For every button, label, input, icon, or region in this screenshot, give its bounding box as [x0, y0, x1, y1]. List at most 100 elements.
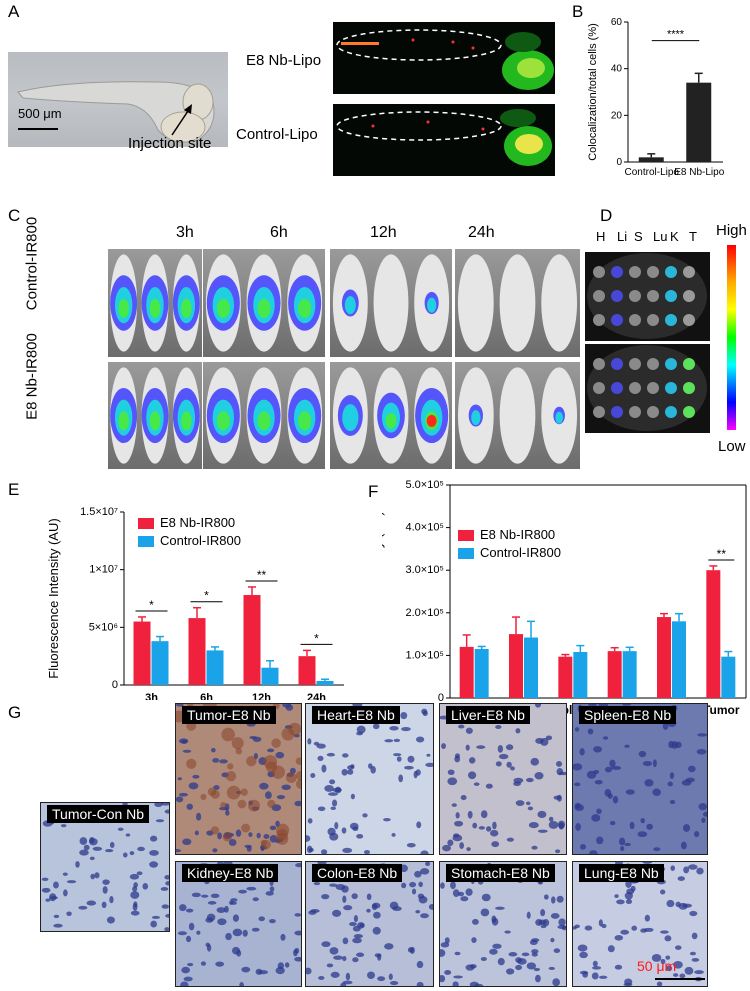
colocalization-bar-chart: 0 20 40 60 Colocalization/total cells (%) Con… — [587, 17, 725, 178]
mouse-image-e8-12h — [330, 362, 452, 469]
bar-Control-IR800-6h — [206, 650, 224, 685]
zebrafish-brightfield-photo — [8, 52, 228, 147]
scale-bar-label-a: 500 μm — [18, 106, 62, 121]
histology-label: Stomach-E8 Nb — [446, 864, 555, 882]
time-label-12h: 12h — [370, 224, 397, 241]
bar-Control-IR800-Tumor — [721, 656, 736, 698]
panel-label-e: E — [8, 480, 20, 499]
panel-label-b: B — [572, 2, 584, 21]
x-tick-label: E8 Nb-Lipo — [674, 167, 724, 178]
y-tick-label: 0 — [616, 157, 622, 168]
panel-label-a: A — [8, 2, 20, 21]
bar-Control-Lipo-Control-Lipo — [638, 157, 664, 162]
bar-Control-IR800-24h — [316, 680, 334, 685]
bar-E8 Nb-IR800-Lung — [607, 651, 622, 698]
x-tick-label: Control-Lipo — [625, 167, 680, 178]
time-label-6h: 6h — [270, 224, 288, 241]
time-label-24h: 24h — [468, 224, 495, 241]
mouse-image-e8-24h — [455, 362, 580, 469]
significance-marker: * — [204, 589, 209, 603]
x-tick-label: 3h — [145, 692, 158, 700]
y-tick-label: 1.5×10⁷ — [80, 506, 118, 518]
legend-swatch — [138, 536, 154, 547]
bar-E8 Nb-IR800-Liver — [509, 634, 523, 698]
histology-image-4: Spleen-E8 Nb — [572, 703, 708, 855]
injection-arrow-icon — [171, 104, 192, 136]
bar-E8 Nb-IR800-24h — [298, 656, 316, 685]
bar-Control-IR800-Kidney — [672, 621, 686, 698]
mouse-image-e8-6h — [203, 362, 325, 469]
fluorescence-image-control-lipo — [333, 104, 555, 176]
histology-image-3: Liver-E8 Nb — [439, 703, 567, 855]
histology-image-1: Tumor-E8 Nb — [175, 703, 302, 855]
y-tick-label: 4.0×10⁵ — [405, 522, 444, 534]
bar-Control-IR800-Liver — [524, 637, 538, 698]
scale-high-label: High — [716, 222, 747, 239]
bar-E8 Nb-IR800-Kidney — [657, 617, 671, 698]
significance-marker: ** — [257, 568, 267, 582]
significance-marker: ** — [717, 547, 727, 561]
scale-bar-label-g: 50 μm — [637, 958, 677, 974]
x-tick-label: 6h — [200, 692, 213, 700]
x-tick-label: Tumor — [703, 703, 740, 717]
bar-E8 Nb-IR800-3h — [133, 621, 151, 685]
bar-Control-IR800-3h — [151, 641, 169, 685]
y-axis-label: Colocalization/total cells (%) — [587, 23, 599, 161]
y-tick-label: 20 — [611, 110, 623, 121]
y-tick-label: 60 — [611, 17, 623, 28]
panel-label-c: C — [8, 206, 21, 225]
histology-label: Spleen-E8 Nb — [579, 706, 677, 724]
histology-image-6: Colon-E8 Nb — [305, 861, 434, 987]
organ-distribution-bar-chart: 0 1.0×10⁵ 2.0×10⁵ 3.0×10⁵ 4.0×10⁵ 5.0×10⁵ Fluo… — [382, 479, 747, 717]
y-tick-label: 0 — [112, 679, 118, 691]
histology-label: Tumor-Con Nb — [47, 805, 150, 823]
legend-swatch — [458, 548, 474, 559]
legend-label: E8 Nb-IR800 — [160, 515, 235, 530]
bar-Control-IR800-Heart — [474, 649, 489, 698]
mouse-image-control-6h — [203, 249, 325, 357]
organ-label-S: S — [634, 229, 643, 244]
y-axis-label: Fluorescence Intensity (AU) — [48, 518, 61, 678]
fluorescence-image-e8-lipo — [333, 22, 555, 94]
bar-E8 Nb-IR800-Tumor — [706, 570, 721, 698]
y-tick-label: 1.0×10⁵ — [405, 649, 444, 661]
y-tick-label: 40 — [611, 64, 623, 75]
histology-label: Tumor-E8 Nb — [182, 706, 276, 724]
histology-label: Lung-E8 Nb — [579, 864, 664, 882]
bar-Control-IR800-Lung — [622, 651, 637, 698]
scale-low-label: Low — [718, 438, 746, 455]
histology-label: Kidney-E8 Nb — [182, 864, 279, 882]
scale-bar-line-g — [655, 978, 705, 980]
bar-E8 Nb-IR800-Heart — [459, 646, 474, 698]
histology-image-7: Stomach-E8 Nb — [439, 861, 567, 987]
y-tick-label: 5×10⁶ — [89, 621, 118, 633]
significance-marker: * — [149, 598, 154, 612]
panel-label-g: G — [8, 703, 22, 722]
bar-E8 Nb-IR800-12h — [243, 595, 261, 685]
y-tick-label: 0 — [438, 692, 444, 704]
x-tick-label: 24h — [307, 692, 326, 700]
organ-label-Li: Li — [617, 229, 628, 244]
time-label-3h: 3h — [176, 224, 194, 241]
row-label-control-lipo: Control-Lipo — [236, 126, 318, 143]
bar-E8 Nb-IR800-6h — [188, 618, 206, 685]
panel-label-d: D — [600, 206, 613, 225]
legend-label: Control-IR800 — [160, 533, 241, 548]
ex-vivo-organs-control — [585, 252, 710, 341]
organ-label-T: T — [689, 229, 697, 244]
panel-label-f: F — [368, 482, 379, 501]
y-tick-label: 5.0×10⁵ — [405, 479, 444, 491]
injection-site-label: Injection site — [128, 135, 212, 152]
legend-swatch — [138, 518, 154, 529]
bar-Control-IR800-Spleen — [573, 651, 588, 698]
legend-label: Control-IR800 — [480, 545, 561, 560]
mouse-image-control-12h — [330, 249, 452, 357]
bar-Control-IR800-12h — [261, 667, 279, 685]
row-label-e8-lipo: E8 Nb-Lipo — [246, 52, 322, 69]
histology-label: Liver-E8 Nb — [446, 706, 530, 724]
y-tick-label: 2.0×10⁵ — [405, 607, 444, 619]
organ-label-K: K — [670, 229, 679, 244]
bar-E8 Nb-Lipo-E8 Nb-Lipo — [686, 82, 712, 162]
histology-image-5: Kidney-E8 Nb — [175, 861, 302, 987]
time-course-bar-chart: 0 5×10⁶ 1×10⁷ 1.5×10⁷ Fluorescence Intensity… — [48, 506, 344, 700]
